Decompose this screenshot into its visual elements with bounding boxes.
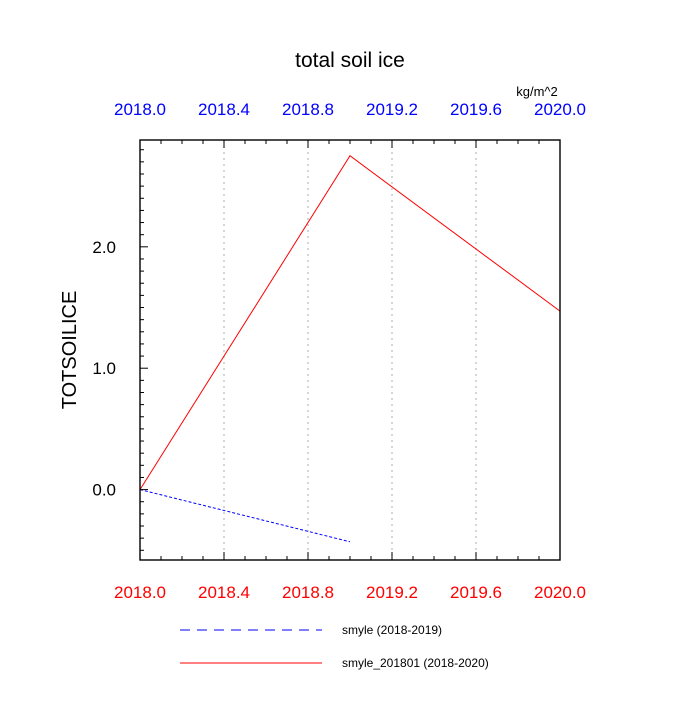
x-tick-label-top: 2018.8	[282, 100, 334, 119]
x-tick-label-bottom: 2018.4	[198, 583, 250, 602]
x-tick-label-top: 2020.0	[534, 100, 586, 119]
x-tick-label-bottom: 2018.0	[114, 583, 166, 602]
y-tick-label: 1.0	[92, 359, 116, 378]
y-tick-label: 0.0	[92, 481, 116, 500]
x-tick-label-bottom: 2019.2	[366, 583, 418, 602]
y-axis-label: TOTSOILICE	[59, 291, 81, 410]
legend: smyle (2018-2019) smyle_201801 (2018-2020…	[180, 623, 489, 670]
chart-title: total soil ice	[295, 49, 405, 72]
axis-layer: 2018.0 2018.0 2018.4 2018.4 2018.8 2018.8 2019…	[92, 100, 586, 602]
legend-label-2: smyle_201801 (2018-2020)	[342, 656, 489, 670]
y-tick-label: 2.0	[92, 238, 116, 257]
series-line-2	[139, 155, 561, 490]
series-layer	[139, 155, 561, 543]
x-tick-label-bottom: 2020.0	[534, 583, 586, 602]
units-label: kg/m^2	[516, 84, 558, 99]
x-tick-label-bottom: 2018.8	[282, 583, 334, 602]
x-tick-label-top: 2019.2	[366, 100, 418, 119]
x-tick-label-bottom: 2019.6	[450, 583, 502, 602]
grid-layer	[223, 140, 477, 560]
series-line-1	[139, 489, 351, 543]
legend-label-1: smyle (2018-2019)	[342, 623, 442, 637]
plot-frame	[139, 139, 561, 561]
x-tick-label-top: 2019.6	[450, 100, 502, 119]
x-tick-label-top: 2018.0	[114, 100, 166, 119]
x-tick-label-top: 2018.4	[198, 100, 250, 119]
